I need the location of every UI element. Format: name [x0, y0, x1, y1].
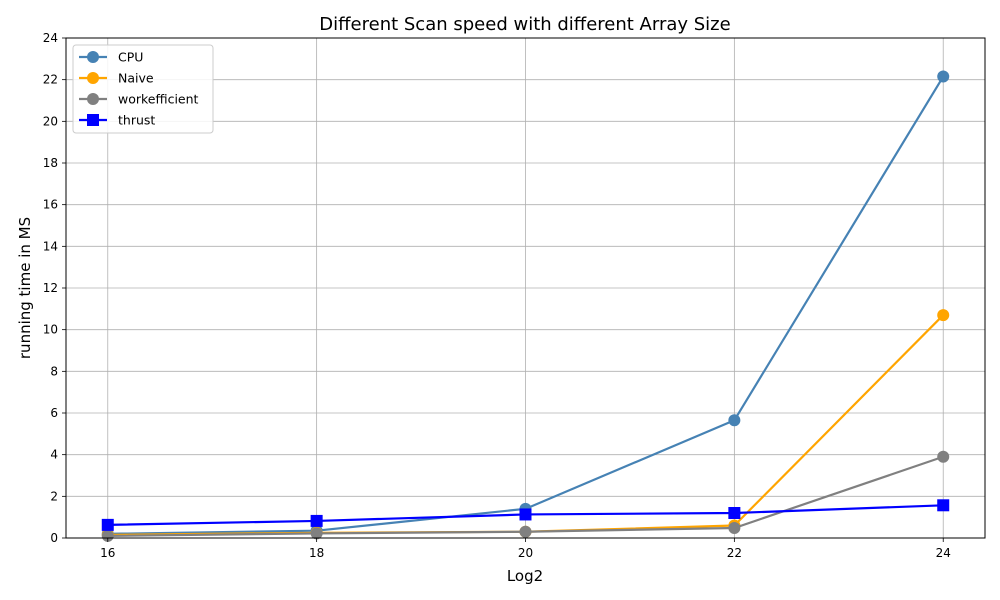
y-tick-label: 24	[43, 31, 58, 45]
x-tick-label: 18	[309, 546, 324, 560]
y-tick-label: 6	[50, 406, 58, 420]
y-tick-label: 12	[43, 281, 58, 295]
x-tick-label: 24	[936, 546, 951, 560]
y-tick-label: 14	[43, 239, 58, 253]
series-group	[101, 70, 950, 542]
x-tick-label: 20	[518, 546, 533, 560]
chart-title: Different Scan speed with different Arra…	[319, 14, 730, 35]
y-tick-label: 4	[50, 448, 58, 462]
legend-marker	[87, 114, 99, 126]
data-point	[519, 525, 532, 538]
legend-label: Naive	[118, 71, 154, 86]
data-point	[937, 499, 950, 512]
data-point	[937, 309, 950, 322]
legend-box	[72, 44, 214, 134]
series-thrust	[101, 499, 950, 531]
grid	[66, 38, 985, 538]
legend-label: workefficient	[118, 92, 199, 107]
y-tick-label: 0	[50, 531, 58, 545]
data-point	[101, 518, 114, 531]
data-point	[310, 527, 323, 540]
data-point	[101, 529, 114, 542]
x-axis: 16 18 20 22 24	[100, 538, 951, 560]
data-point	[728, 522, 741, 534]
x-tick-label: 16	[100, 546, 115, 560]
y-tick-label: 2	[50, 489, 58, 503]
y-tick-label: 18	[43, 156, 58, 170]
data-point	[310, 514, 323, 527]
legend-item-naive: Naive	[79, 71, 154, 86]
series-workefficient	[101, 450, 950, 542]
data-point	[728, 414, 741, 427]
legend-label: CPU	[118, 50, 143, 65]
legend-item-workefficient: workefficient	[79, 92, 199, 107]
y-axis-label: running time in MS	[16, 217, 34, 359]
x-tick-label: 22	[727, 546, 742, 560]
y-tick-label: 10	[43, 323, 58, 337]
y-tick-label: 8	[50, 364, 58, 378]
data-point	[519, 508, 532, 521]
data-point	[728, 507, 741, 519]
legend-marker	[87, 72, 99, 84]
legend-item-cpu: CPU	[79, 50, 143, 65]
legend: CPU Naive workefficient thrust	[72, 44, 214, 134]
legend-item-thrust: thrust	[79, 113, 155, 128]
data-point	[937, 450, 950, 463]
data-point	[937, 70, 950, 83]
y-tick-label: 20	[43, 114, 58, 128]
legend-label: thrust	[118, 113, 155, 128]
legend-marker	[87, 51, 99, 63]
y-tick-label: 16	[43, 198, 58, 212]
legend-marker	[87, 93, 99, 105]
x-axis-label: Log2	[507, 567, 543, 585]
y-tick-label: 22	[43, 73, 58, 87]
